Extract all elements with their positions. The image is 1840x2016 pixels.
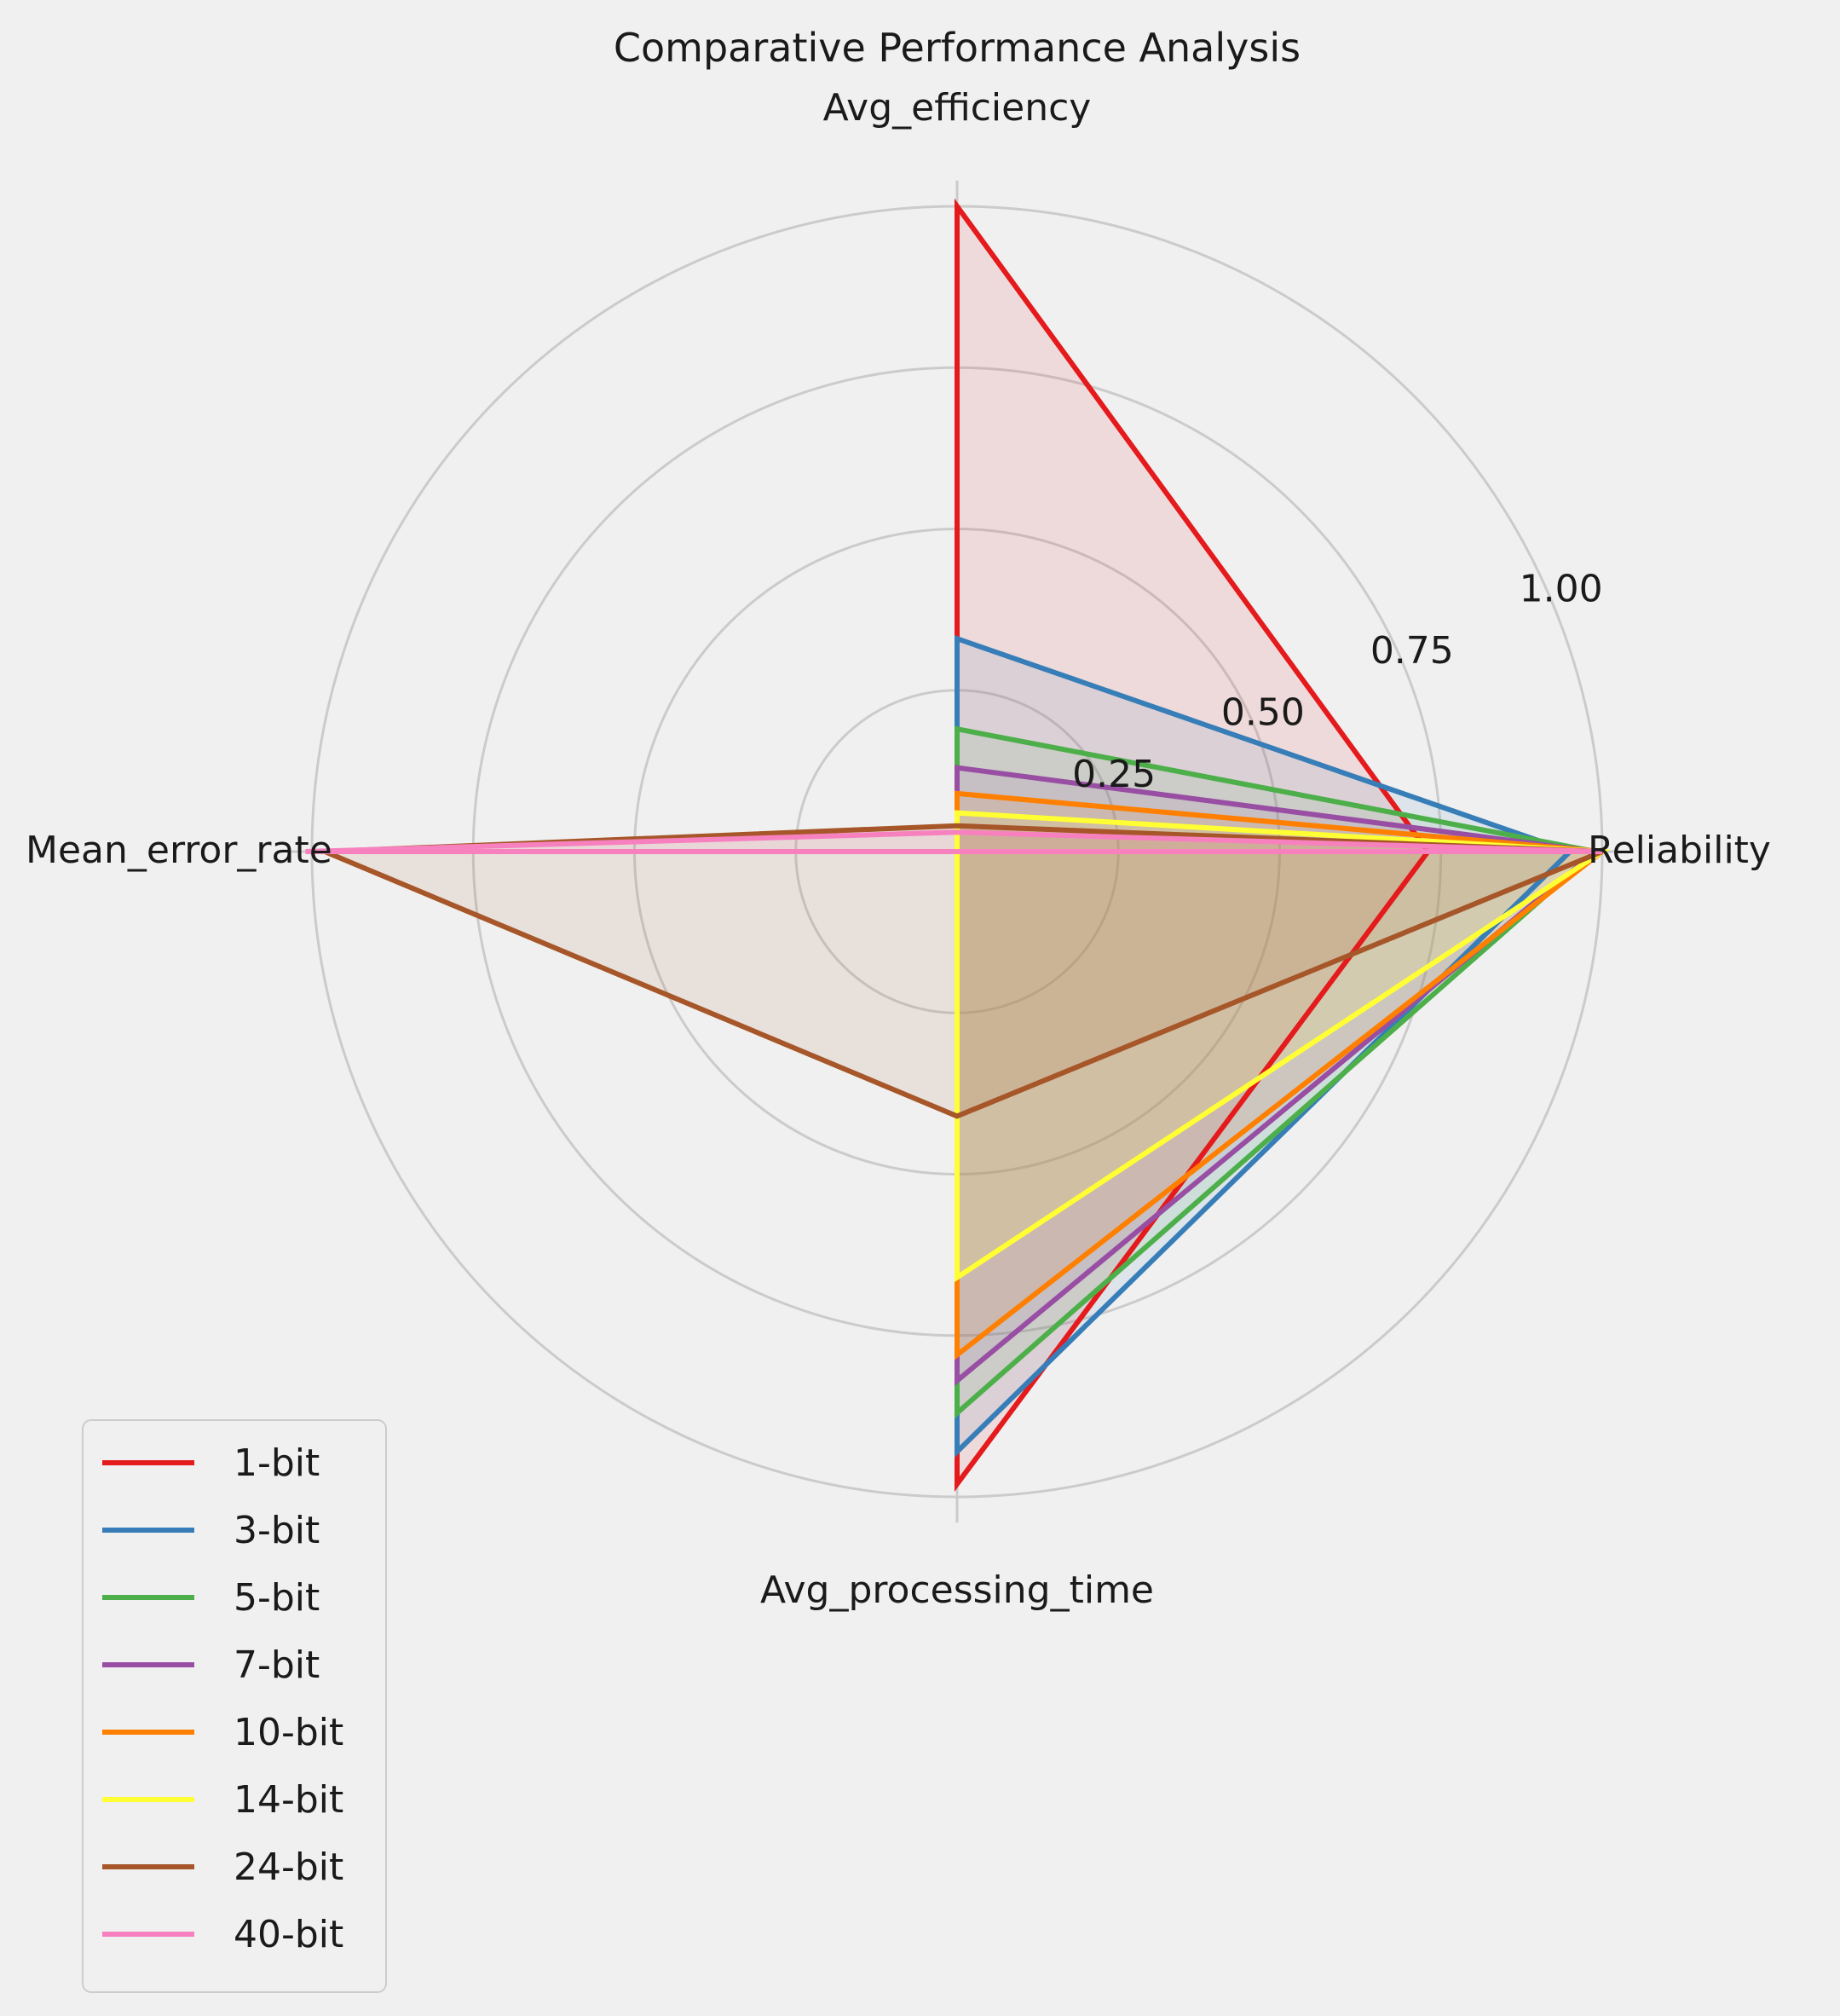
series-line-40-bit [305,829,1603,854]
legend-label-24-bit: 24-bit [234,1846,343,1889]
axis-label-avg-efficiency: Avg_efficiency [823,86,1092,130]
series-fills [305,206,1603,1484]
series-line-14-bit [955,810,1611,1283]
legend-label-7-bit: 7-bit [234,1643,320,1687]
axis-label-mean-error-rate: Mean_error_rate [26,829,332,872]
legend-label-5-bit: 5-bit [234,1576,320,1620]
series-fill-40-bit [305,832,1602,852]
series-fill-1-bit [957,206,1428,1484]
legend-label-3-bit: 3-bit [234,1509,320,1552]
legend-label-1-bit: 1-bit [234,1441,320,1485]
radial-tick-label-2: 0.75 [1370,629,1454,673]
axis-label-reliability: Reliability [1588,829,1771,872]
series-fill-5-bit [957,729,1596,1413]
radial-tick-label-0: 0.25 [1072,753,1156,796]
legend-items: 1-bit 3-bit 5-bit 7-bit 10-bit 14-bit 24-bit 40… [102,1441,343,1956]
chart-title: Comparative Performance Analysis [614,25,1301,71]
label-layer: Avg_efficiency Reliability Avg_processing_… [26,86,1771,1612]
axis-label-avg-processing-time: Avg_processing_time [760,1568,1154,1612]
radial-tick-label-3: 1.00 [1520,568,1603,611]
legend-frame [82,1419,387,1993]
series-layer [305,198,1611,1492]
series-fill-14-bit [957,812,1602,1278]
legend-label-10-bit: 10-bit [234,1711,343,1754]
series-fill-10-bit [957,793,1602,1355]
series-lines [305,198,1611,1492]
radial-tick-label-1: 0.50 [1221,690,1305,734]
legend-label-40-bit: 40-bit [234,1913,343,1956]
series-fill-24-bit [325,825,1603,1117]
legend-label-14-bit: 14-bit [234,1778,343,1822]
legend: 1-bit 3-bit 5-bit 7-bit 10-bit 14-bit 24-bit 40… [82,1419,387,1993]
